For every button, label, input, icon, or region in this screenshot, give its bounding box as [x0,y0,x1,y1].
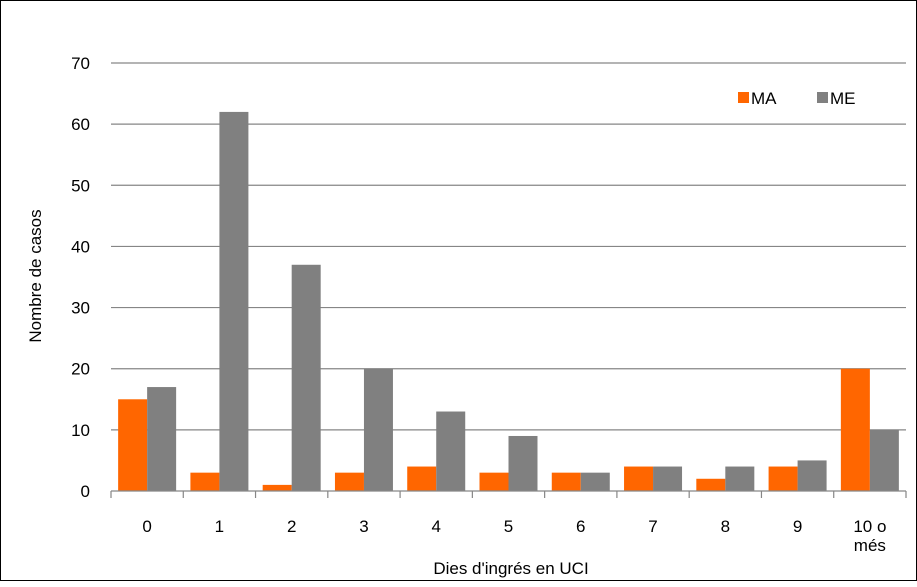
bar-ma [334,472,364,491]
x-tick-label: 4 [431,517,440,536]
x-tick-label: 1 [215,517,224,536]
bar-ma [840,368,870,491]
bar-ma [696,478,726,491]
bar-me [147,387,177,491]
bar-me [291,264,321,491]
bar-ma [551,472,581,491]
bar-me [363,368,393,491]
x-tick-label: 0 [142,517,151,536]
x-tick-label: 8 [721,517,730,536]
x-tick-label: 5 [504,517,513,536]
x-axis: 0 1 2 3 4 5 6 7 8 9 10 o més [110,490,907,555]
bar-ma [118,399,148,491]
bar-me [219,111,249,492]
x-tick-label: 10 o més [853,517,886,555]
bar-ma [262,484,292,491]
bar-ma [624,466,654,491]
x-tick-label: 9 [793,517,802,536]
x-tick-label: 6 [576,517,585,536]
bar-me [436,411,466,491]
x-axis-title: Dies d'ingrés en UCI [433,559,588,578]
bar-me [580,472,610,491]
legend-label-ma: MA [751,89,777,108]
bar-me [869,429,899,491]
bar-ma [407,466,437,491]
bars [118,111,899,492]
y-tick-label: 70 [71,54,90,73]
y-tick-label: 0 [81,482,90,501]
legend: MA ME [738,89,856,108]
legend-label-me: ME [830,89,856,108]
bar-me [508,435,538,491]
bar-ma [479,472,509,491]
y-tick-label: 20 [71,360,90,379]
legend-swatch-ma [738,92,749,103]
x-tick-label: 2 [287,517,296,536]
y-tick-label: 10 [71,421,90,440]
y-axis-ticks: 0 10 20 30 40 50 60 70 [71,54,90,501]
x-tick-label: 7 [648,517,657,536]
y-tick-label: 30 [71,299,90,318]
y-tick-label: 50 [71,176,90,195]
bar-me [653,466,683,491]
bar-ma [190,472,220,491]
bar-me [725,466,755,491]
y-tick-label: 60 [71,115,90,134]
bar-me [797,460,827,491]
legend-swatch-me [817,92,828,103]
y-tick-label: 40 [71,237,90,256]
x-tick-label: 3 [359,517,368,536]
bar-ma [768,466,798,491]
y-axis-title: Nombre de casos [26,209,45,342]
